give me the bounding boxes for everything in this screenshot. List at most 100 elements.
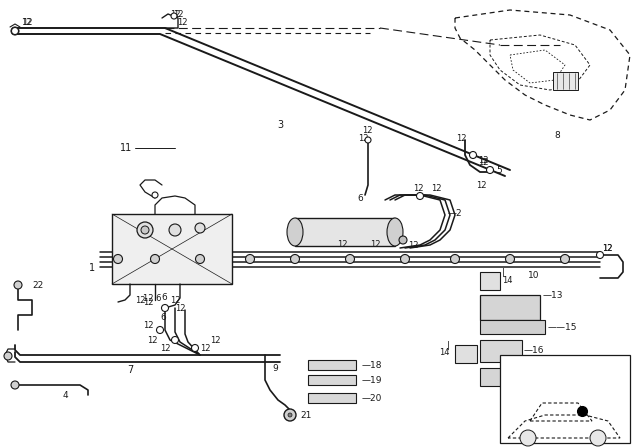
Circle shape <box>195 223 205 233</box>
Text: 6: 6 <box>355 238 361 247</box>
Text: 12: 12 <box>210 336 220 345</box>
Text: 12: 12 <box>362 125 372 134</box>
Bar <box>112 214 232 284</box>
Text: 11: 11 <box>120 143 132 153</box>
Circle shape <box>246 254 255 263</box>
Text: 9: 9 <box>272 363 278 372</box>
Circle shape <box>288 413 292 417</box>
Circle shape <box>161 305 168 311</box>
Circle shape <box>195 254 205 263</box>
Text: 1: 1 <box>89 263 95 273</box>
Ellipse shape <box>287 218 303 246</box>
Circle shape <box>11 27 19 35</box>
Text: ——17: ——17 <box>533 371 563 380</box>
Circle shape <box>11 381 19 389</box>
Circle shape <box>590 430 606 446</box>
Text: 6: 6 <box>161 293 167 302</box>
Text: 12: 12 <box>22 17 32 26</box>
Bar <box>308 375 356 385</box>
Text: 7: 7 <box>127 365 133 375</box>
Circle shape <box>451 254 460 263</box>
Text: 3: 3 <box>277 120 283 130</box>
Circle shape <box>141 226 149 234</box>
Text: 14: 14 <box>440 348 450 357</box>
Text: —13: —13 <box>543 290 563 300</box>
Text: C0035145: C0035145 <box>543 358 586 367</box>
Bar <box>308 360 356 370</box>
Circle shape <box>171 13 177 19</box>
Text: 12: 12 <box>477 155 488 164</box>
Text: ——15: ——15 <box>548 323 577 332</box>
Text: 12: 12 <box>370 240 380 249</box>
Text: 12: 12 <box>456 134 467 142</box>
Bar <box>295 218 395 246</box>
Text: |: | <box>447 340 450 349</box>
Bar <box>455 345 477 363</box>
Text: 6: 6 <box>357 194 363 202</box>
Text: —16: —16 <box>524 345 545 354</box>
Circle shape <box>365 137 371 143</box>
Text: 12: 12 <box>337 240 348 249</box>
Text: 12: 12 <box>143 320 153 329</box>
Circle shape <box>561 254 570 263</box>
Text: 12: 12 <box>170 9 180 18</box>
Circle shape <box>191 345 198 352</box>
Text: —18: —18 <box>362 361 383 370</box>
Text: 22: 22 <box>32 280 44 289</box>
Circle shape <box>12 27 19 34</box>
Bar <box>480 320 545 334</box>
Circle shape <box>113 254 122 263</box>
Text: —2: —2 <box>448 208 463 217</box>
Text: 12: 12 <box>477 158 488 167</box>
Text: 4: 4 <box>62 391 68 400</box>
Text: 6: 6 <box>160 313 166 322</box>
Bar <box>500 355 630 443</box>
Text: 12: 12 <box>358 134 368 142</box>
Text: 12: 12 <box>200 344 211 353</box>
Text: 21: 21 <box>300 410 312 419</box>
Text: 8: 8 <box>554 130 560 139</box>
Circle shape <box>291 254 300 263</box>
Circle shape <box>346 254 355 263</box>
Bar <box>480 272 500 290</box>
Circle shape <box>520 430 536 446</box>
Text: |: | <box>502 267 505 276</box>
Circle shape <box>169 224 181 236</box>
Text: 12: 12 <box>431 184 441 193</box>
Bar <box>480 295 540 320</box>
Circle shape <box>470 151 477 159</box>
Text: —20: —20 <box>362 393 382 402</box>
Ellipse shape <box>387 218 403 246</box>
Text: 12: 12 <box>337 238 348 247</box>
Text: 14: 14 <box>502 276 513 284</box>
Text: 12: 12 <box>143 297 153 306</box>
Circle shape <box>150 254 159 263</box>
Bar <box>553 72 578 90</box>
Circle shape <box>596 251 604 258</box>
Text: 12: 12 <box>20 17 31 26</box>
Circle shape <box>137 222 153 238</box>
Text: 12: 12 <box>173 9 183 18</box>
Circle shape <box>486 167 493 173</box>
Text: 12: 12 <box>602 244 612 253</box>
Text: 12: 12 <box>177 17 188 26</box>
Circle shape <box>417 193 424 199</box>
Text: 12: 12 <box>175 303 185 313</box>
Text: 12: 12 <box>147 336 157 345</box>
Bar <box>480 368 530 386</box>
Text: 12: 12 <box>476 181 486 190</box>
Text: 12: 12 <box>369 238 380 247</box>
Circle shape <box>172 336 179 344</box>
Text: 12: 12 <box>135 296 145 305</box>
Bar <box>308 393 356 403</box>
Text: 12: 12 <box>602 244 612 253</box>
Circle shape <box>152 192 158 198</box>
Text: 12: 12 <box>408 241 419 250</box>
Bar <box>480 340 522 362</box>
Circle shape <box>401 254 410 263</box>
Text: 10: 10 <box>528 271 540 280</box>
Text: 5: 5 <box>496 165 502 175</box>
Text: 12 6: 12 6 <box>143 293 161 302</box>
Circle shape <box>14 281 22 289</box>
Text: 12: 12 <box>170 296 180 305</box>
